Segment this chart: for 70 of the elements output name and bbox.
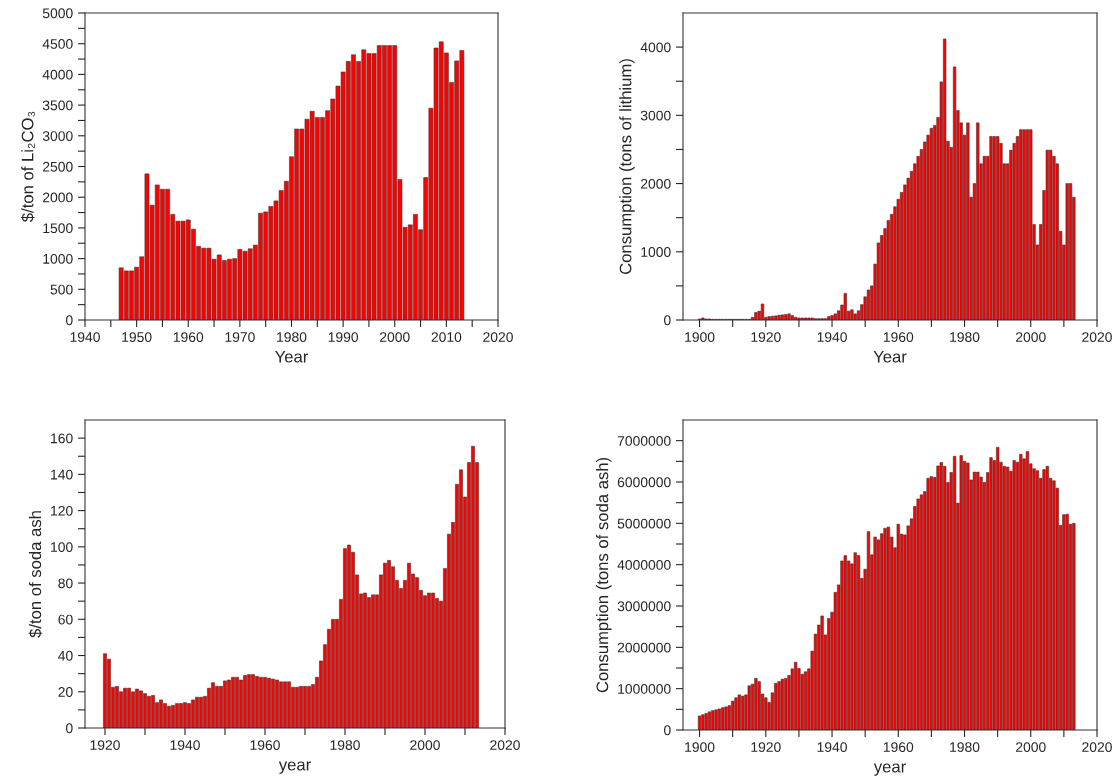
y-tick-label: 0 [664,725,671,736]
y-tick-label: 80 [58,578,73,589]
y-tick-label: 2000000 [617,642,671,653]
x-tick-label: 1940 [170,740,200,751]
y-axis-title: $/ton of soda ash [28,511,43,638]
y-tick-label: 0 [66,723,73,734]
y-tick-label: 120 [51,505,73,516]
y-tick-label: 3000000 [617,601,671,612]
y-tick-label: 500 [50,284,73,295]
y-tick-label: 0 [66,315,73,326]
y-tick-label: 1500 [43,223,73,234]
x-tick-label: 2020 [490,740,520,751]
x-tick-label: 1920 [751,332,781,343]
y-axis-title: Consumption (tons of lithium) [619,59,635,275]
x-tick-label: 2000 [1016,332,1046,343]
x-tick-label: 1920 [90,740,120,751]
x-tick-label: 1990 [328,332,359,343]
x-axis-title: Year [873,350,907,363]
y-tick-label: 40 [58,650,73,661]
y-tick-label: 7000000 [617,436,671,446]
y-tick-label: 2500 [43,161,73,172]
y-tick-label: 0 [664,315,671,326]
x-tick-label: 1960 [883,742,914,753]
y-tick-label: 4000 [42,69,73,80]
x-tick-label: 1950 [122,332,152,343]
x-tick-label: 2000 [410,740,440,751]
x-tick-label: 1980 [330,740,360,751]
y-tick-label: 1000000 [618,684,671,694]
y-tick-label: 3000 [42,131,73,141]
y-tick-label: 20 [58,687,73,697]
x-axis-title: year [873,763,906,776]
x-tick-label: 1900 [685,742,715,753]
x-tick-label: 2020 [1082,332,1112,343]
x-tick-label: 1980 [277,332,307,343]
y-tick-label: 4000000 [617,560,671,570]
y-tick-label: 140 [51,469,73,480]
x-axis-title: year [278,761,311,774]
x-tick-label: 1940 [70,332,100,343]
x-tick-label: 1980 [950,332,980,343]
x-tick-label: 1960 [883,332,914,343]
y-tick-label: 5000000 [617,518,671,529]
x-tick-label: 1920 [751,742,781,753]
x-tick-label: 1960 [250,740,280,751]
y-tick-label: 6000000 [617,477,671,488]
y-tick-label: 4500 [42,39,73,49]
y-tick-label: 1000 [641,247,671,257]
x-tick-label: 1940 [817,332,847,343]
y-tick-label: 3500 [42,100,73,111]
x-axis-title: Year [275,350,309,363]
y-tick-label: 160 [51,433,73,444]
x-tick-label: 1970 [225,332,255,343]
x-tick-label: 2010 [431,332,462,343]
y-tick-label: 5000 [42,8,73,19]
y-tick-label: 60 [58,614,73,625]
y-tick-label: 2000 [641,178,671,189]
y-tick-label: 1000 [43,253,73,264]
y-tick-label: 2000 [43,192,73,203]
x-tick-label: 2020 [1082,742,1112,753]
x-tick-label: 2000 [380,332,410,343]
y-axis-title: $/ton of Li₂CO₃ [20,111,35,223]
x-tick-label: 1900 [685,332,715,343]
x-tick-label: 2000 [1016,742,1046,753]
x-tick-label: 1940 [817,742,847,753]
x-tick-label: 1960 [173,332,204,343]
y-tick-label: 100 [51,542,73,552]
y-tick-label: 3000 [640,110,671,121]
x-tick-label: 2020 [483,332,513,343]
y-tick-label: 4000 [640,42,671,53]
y-axis-title: Consumption (tons of soda ash) [596,457,612,693]
x-tick-label: 1980 [950,742,980,753]
